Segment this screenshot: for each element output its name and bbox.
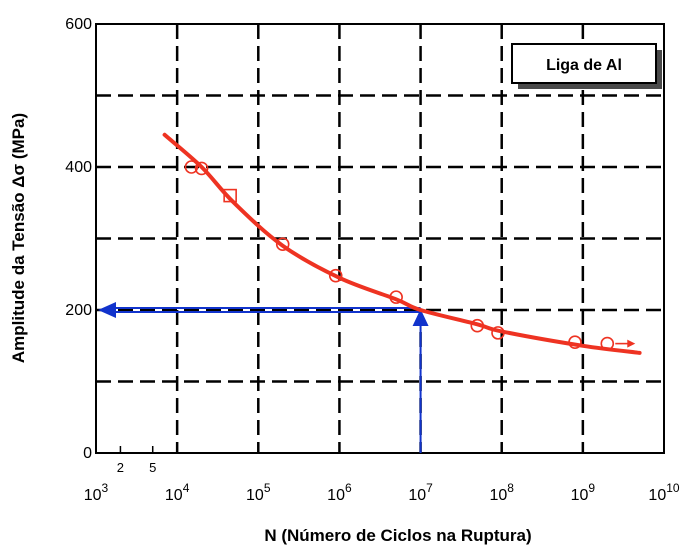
guide-up-arrowhead [412, 309, 429, 326]
x-minor-tick-label-0: 2 [117, 460, 124, 475]
data-point-3 [275, 237, 290, 252]
runout-arrow-head [627, 339, 636, 348]
y-tick-label-0: 0 [83, 445, 92, 462]
y-tick-label-3: 600 [65, 16, 92, 33]
data-point-1 [194, 161, 209, 176]
series-layer [162, 132, 642, 355]
x-tick-label-5: 108 [489, 481, 514, 504]
y-tick-label-2: 400 [65, 159, 92, 176]
x-minor-tick-label-1: 5 [149, 460, 156, 475]
legend-label: Liga de Al [546, 57, 622, 74]
data-point-5 [389, 290, 403, 304]
data-point-6 [470, 318, 485, 333]
data-point-9 [600, 336, 615, 351]
plot-frame [95, 23, 665, 454]
x-axis-label: N (Número de Ciclos na Ruptura) [264, 526, 531, 545]
data-point-8 [568, 335, 582, 349]
axis-layer [95, 23, 665, 454]
data-point-7 [491, 326, 505, 340]
x-tick-label-3: 106 [327, 481, 352, 504]
tick-label-layer: 0 200 400 600 103 104 105 106 107 108 109 1010 2 5 [65, 16, 680, 504]
legend-box [511, 43, 657, 84]
guide-layer [98, 302, 429, 453]
y-tick-label-1: 200 [65, 302, 92, 319]
x-tick-label-0: 103 [84, 481, 109, 504]
x-tick-label-2: 105 [246, 481, 271, 504]
data-point-0 [184, 160, 199, 174]
x-tick-label-1: 104 [165, 481, 190, 504]
legend: Liga de Al [511, 43, 662, 89]
data-point-2 [223, 188, 237, 203]
x-tick-label-6: 109 [571, 481, 596, 504]
x-tick-label-4: 107 [408, 481, 433, 504]
guide-left-arrowhead [98, 302, 116, 318]
y-axis-label: Amplitude da Tensão Δσ (MPa) [9, 113, 28, 363]
data-point-4 [328, 268, 343, 283]
x-tick-label-7: 1010 [648, 481, 679, 504]
sn-fit-curve [162, 132, 642, 355]
